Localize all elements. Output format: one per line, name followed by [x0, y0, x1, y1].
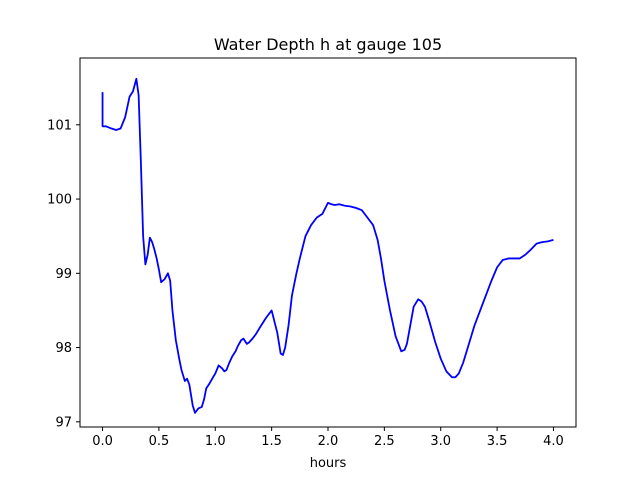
x-axis-label: hours	[310, 456, 347, 471]
series-line-0	[101, 77, 554, 414]
x-tick-label: 3.5	[487, 434, 508, 449]
y-tick-label: 98	[55, 341, 72, 356]
chart-title: Water Depth h at gauge 105	[214, 35, 442, 54]
x-tick-label: 2.0	[318, 434, 339, 449]
y-tick-label: 101	[47, 118, 72, 133]
x-tick-label: 2.5	[374, 434, 395, 449]
plot-frame	[79, 57, 577, 428]
x-tick-label: 0.0	[92, 434, 113, 449]
y-axis-ticks: 97 98 99 100 101	[47, 118, 80, 430]
x-tick-label: 1.0	[205, 434, 226, 449]
x-tick-label: 0.5	[149, 434, 170, 449]
y-tick-label: 99	[55, 267, 72, 282]
y-tick-label: 97	[55, 415, 72, 430]
x-tick-label: 4.0	[543, 434, 564, 449]
y-tick-label: 100	[47, 193, 72, 208]
series-layer	[101, 77, 554, 414]
x-tick-label: 1.5	[261, 434, 282, 449]
plot-area	[80, 58, 576, 427]
x-tick-label: 3.0	[430, 434, 451, 449]
x-axis-ticks: 0.0 0.5 1.0 1.5 2.0 2.5 3.0 3.5 4.0	[92, 427, 564, 449]
